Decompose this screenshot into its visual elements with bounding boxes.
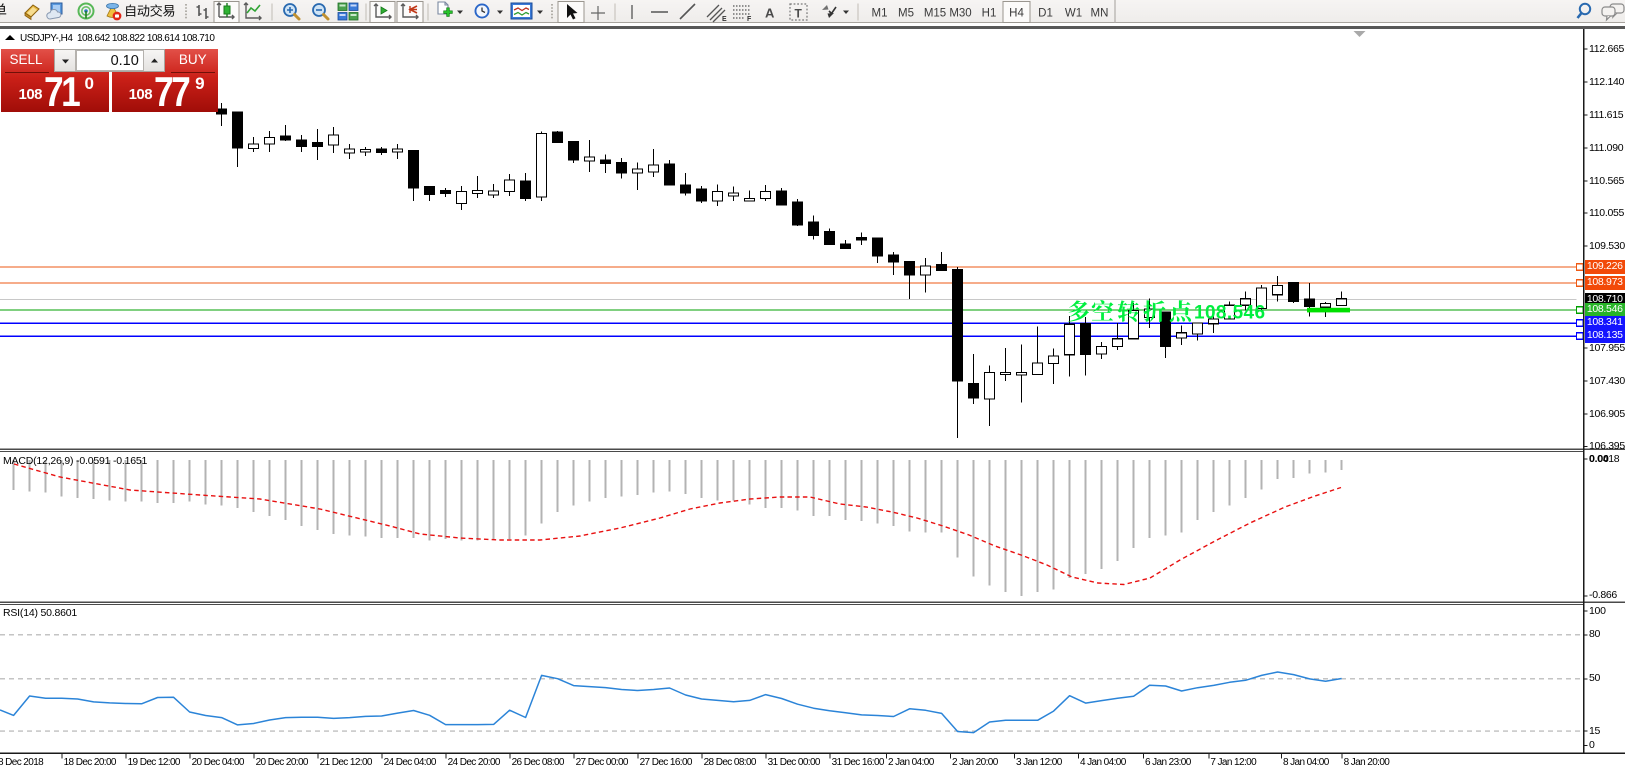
svg-text:M1: M1 [872,8,888,20]
svg-text:108.546: 108.546 [1194,303,1265,324]
svg-text:MN: MN [1091,8,1109,20]
svg-text:F: F [747,16,752,23]
svg-text:D1: D1 [1038,8,1053,20]
svg-text:M5: M5 [898,8,914,20]
svg-text:H1: H1 [982,8,997,20]
svg-text:M15: M15 [924,8,946,20]
svg-text:H4: H4 [1009,8,1024,20]
svg-text:E: E [722,16,727,23]
svg-text:A: A [765,6,775,21]
svg-text:T: T [795,7,803,21]
svg-text:M30: M30 [949,8,971,20]
svg-text:W1: W1 [1065,8,1082,20]
